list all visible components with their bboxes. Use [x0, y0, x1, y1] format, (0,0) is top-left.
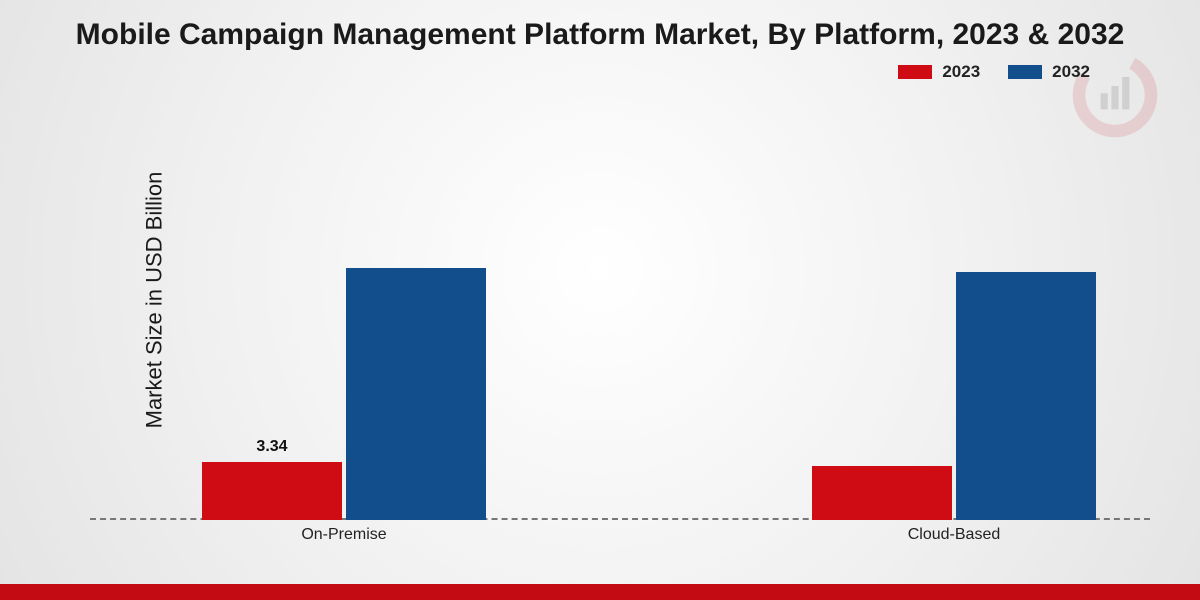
- plot-area: 3.34 On-Premise Cloud-Based: [90, 120, 1150, 520]
- legend-swatch-2032: [1008, 65, 1042, 79]
- category-label-cloud-based: Cloud-Based: [908, 526, 1001, 544]
- legend-item-2023: 2023: [898, 62, 980, 82]
- legend-item-2032: 2032: [1008, 62, 1090, 82]
- legend-label-2023: 2023: [942, 62, 980, 82]
- category-label-on-premise: On-Premise: [301, 526, 386, 544]
- bar-on-premise-2023: 3.34: [202, 462, 342, 520]
- bar-group-on-premise: 3.34 On-Premise: [200, 268, 488, 520]
- legend-swatch-2023: [898, 65, 932, 79]
- footer-accent-bar: [0, 584, 1200, 600]
- legend-label-2032: 2032: [1052, 62, 1090, 82]
- bar-group-cloud-based: Cloud-Based: [810, 272, 1098, 520]
- bar-on-premise-2032: [346, 268, 486, 520]
- bar-cloud-based-2032: [956, 272, 1096, 520]
- legend: 2023 2032: [898, 62, 1090, 82]
- bar-cloud-based-2023: [812, 466, 952, 520]
- chart-canvas: { "chart": { "type": "bar", "title": "Mo…: [0, 0, 1200, 600]
- bar-value-on-premise-2023: 3.34: [256, 438, 287, 456]
- chart-title: Mobile Campaign Management Platform Mark…: [0, 18, 1200, 52]
